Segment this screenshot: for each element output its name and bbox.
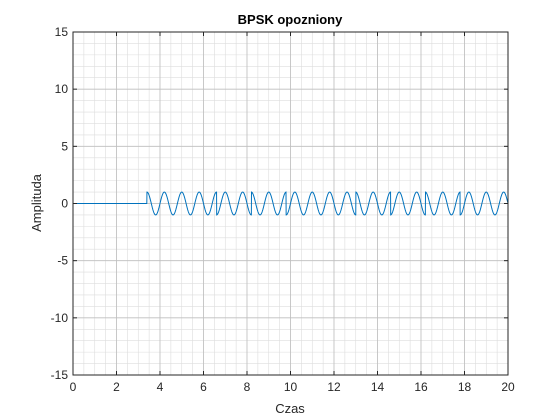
signal-series-line [73,191,509,216]
x-tick-label: 2 [113,380,120,394]
x-tick-label: 0 [70,380,77,394]
x-tick-label: 10 [284,380,298,394]
x-tick-label: 4 [157,380,164,394]
x-tick-labels: 0 2 4 6 8 10 12 14 16 18 20 [70,380,515,394]
x-tick-label: 14 [371,380,385,394]
y-tick-label: -10 [51,311,69,325]
y-tick-label: 5 [61,139,68,153]
x-tick-label: 6 [200,380,207,394]
y-tick-label: 0 [61,197,68,211]
y-tick-label: 15 [55,25,69,39]
y-tick-label: -15 [51,368,69,382]
tick-marks [72,31,509,376]
y-axis-label: Amplituda [29,173,44,232]
x-tick-label: 16 [414,380,428,394]
x-tick-label: 20 [501,380,515,394]
chart-title: BPSK opozniony [238,12,343,27]
x-tick-label: 18 [458,380,472,394]
x-tick-label: 12 [327,380,341,394]
x-tick-label: 8 [244,380,251,394]
y-tick-label: -5 [57,254,68,268]
x-axis-label: Czas [275,401,305,416]
y-tick-label: 10 [55,82,69,96]
y-tick-labels: 15 10 5 0 -5 -10 -15 [51,25,69,382]
